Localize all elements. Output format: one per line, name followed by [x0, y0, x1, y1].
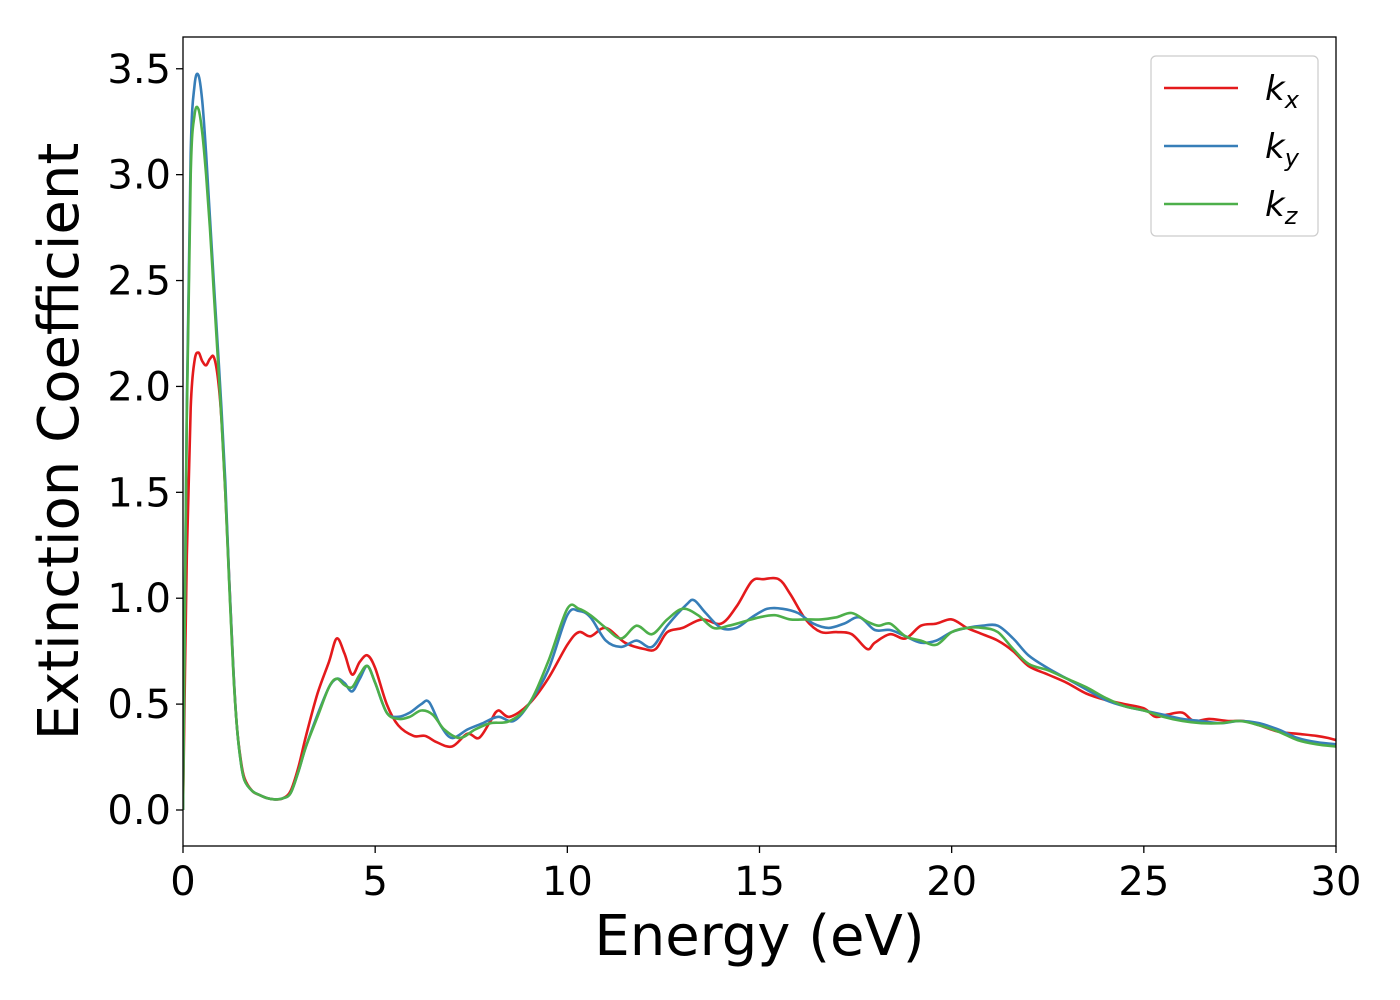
- x-tick-label: 15: [734, 859, 785, 905]
- x-tick-label: 25: [1118, 859, 1169, 905]
- y-tick-label: 0.0: [107, 788, 171, 834]
- x-tick-label: 5: [362, 859, 387, 905]
- series-line-kx: [183, 351, 1336, 811]
- y-axis-title: Extinction Coefficient: [27, 143, 92, 741]
- y-tick-label: 1.0: [107, 576, 171, 622]
- y-tick-label: 2.0: [107, 364, 171, 410]
- x-axis: 0 5 10 15 20 25 30: [170, 846, 1361, 905]
- series-line-kz: [183, 105, 1336, 811]
- x-tick-label: 10: [542, 859, 593, 905]
- x-tick-label: 0: [170, 859, 195, 905]
- plot-frame: [182, 36, 1337, 847]
- y-tick-label: 3.5: [107, 47, 171, 93]
- legend: kx ky kz: [1150, 55, 1319, 237]
- plot-area: [183, 72, 1336, 811]
- legend-label-kx: kx: [1265, 69, 1300, 114]
- legend-label-kz: kz: [1265, 185, 1299, 230]
- y-tick-label: 0.5: [107, 682, 171, 728]
- y-tick-label: 1.5: [107, 470, 171, 516]
- x-tick-label: 30: [1311, 859, 1362, 905]
- y-tick-label: 3.0: [107, 153, 171, 199]
- x-tick-label: 20: [926, 859, 977, 905]
- y-axis: 0.0 0.5 1.0 1.5 2.0 2.5 3.0 3.5: [107, 47, 183, 834]
- legend-label-ky: ky: [1265, 127, 1300, 172]
- y-tick-label: 2.5: [107, 259, 171, 305]
- x-axis-title: Energy (eV): [594, 904, 924, 969]
